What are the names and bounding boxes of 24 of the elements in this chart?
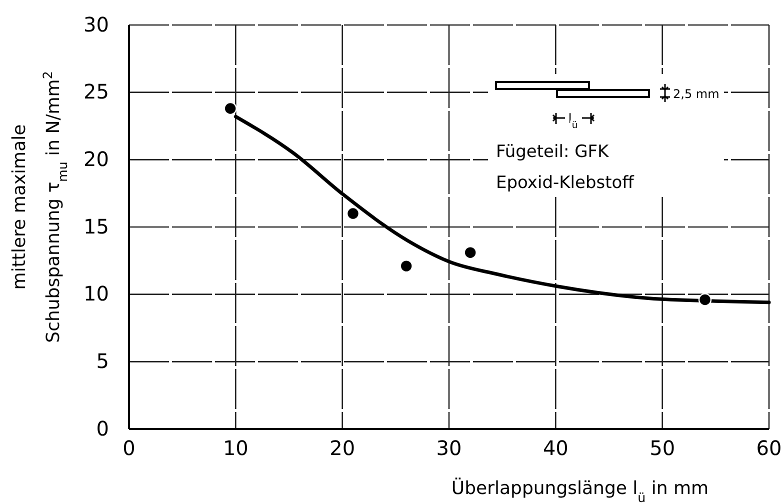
x-tick-label: 10 — [222, 436, 248, 460]
annotation: l$_{ü}$ — [568, 112, 578, 131]
y-tick-label: 0 — [96, 416, 109, 440]
point — [698, 293, 712, 306]
x-tick-label: 30 — [436, 436, 462, 460]
x-tick-label: 40 — [542, 436, 568, 460]
x-tick-label: 60 — [756, 436, 782, 460]
y-tick-label: 5 — [96, 349, 109, 374]
x-tick-label: 0 — [122, 436, 136, 460]
y-tick-label: 20 — [84, 147, 109, 172]
point — [464, 246, 477, 260]
y-tick-label: 25 — [84, 80, 109, 104]
point — [400, 259, 413, 273]
y-tick-label: 10 — [84, 282, 109, 306]
annotation: 2,5 mm — [673, 87, 720, 101]
x-tick-label: 50 — [650, 436, 676, 460]
x-axis-title: Überlappungslänge l$_{ü}$ in mm — [451, 477, 709, 504]
annotation: Epoxid-Klebstoff — [496, 173, 636, 193]
x-tick-label: 20 — [330, 436, 356, 460]
point — [346, 206, 360, 220]
y-tick-label: 30 — [84, 12, 109, 36]
annotation: Fügeteil: GFK — [496, 142, 610, 162]
y-tick-label: 15 — [84, 214, 109, 238]
point — [224, 102, 237, 116]
